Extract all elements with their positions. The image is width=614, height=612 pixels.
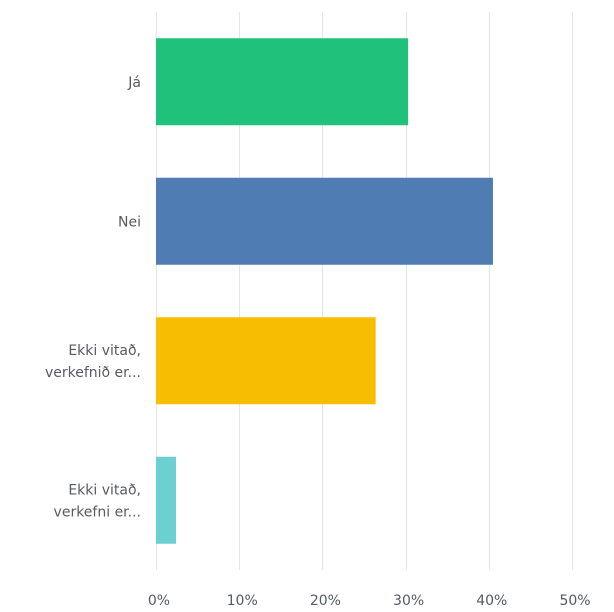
category-label: Ekki vitað, <box>68 482 141 498</box>
category-label: verkefni er... <box>54 504 141 520</box>
x-tick-label: 40% <box>476 593 507 609</box>
bar <box>156 317 376 405</box>
x-tick-label: 30% <box>393 593 424 609</box>
bar <box>156 38 409 126</box>
x-tick-label: 50% <box>559 593 590 609</box>
bar <box>156 456 176 544</box>
category-labels: Já Nei Ekki vitað, verkefnið er... Ekki vita… <box>45 75 141 521</box>
category-label: Nei <box>118 214 141 230</box>
x-axis-tick-labels: 0% 10% 20% 30% 40% 50% <box>148 593 591 609</box>
x-tick-label: 20% <box>310 593 341 609</box>
category-label: Ekki vitað, <box>68 343 141 359</box>
category-label: Já <box>127 75 141 91</box>
x-tick-label: 10% <box>227 593 258 609</box>
category-label: verkefnið er... <box>45 365 141 381</box>
bar <box>156 177 493 265</box>
bars <box>156 38 493 544</box>
x-tick-label: 0% <box>148 593 170 609</box>
